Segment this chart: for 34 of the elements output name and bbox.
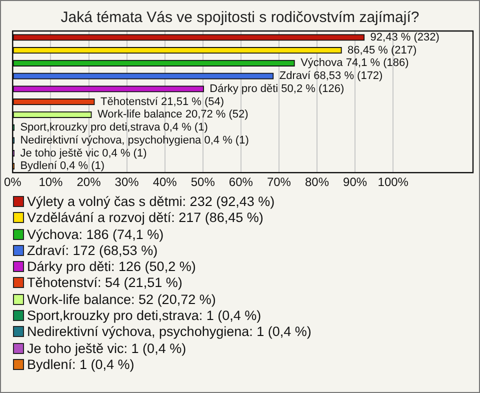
data-label: Je toho ještě vic 0,4 % (1) — [20, 147, 147, 160]
x-tick-label: 90% — [343, 175, 368, 190]
legend-label: Zdraví: 172 (68,53 %) — [26, 242, 159, 260]
legend-label: Bydlení: 1 (0,4 %) — [26, 356, 136, 374]
data-label: Work-life balance 20,72 % (52) — [98, 108, 248, 121]
x-tick-label: 20% — [76, 175, 102, 190]
data-label: Bydlení 0,4 % (1) — [20, 160, 105, 172]
data-label: Zdraví 68,53 % (172) — [279, 70, 383, 82]
legend-label: Těhotenství: 54 (21,51 %) — [26, 275, 184, 292]
data-label: Výchova 74,1 % (186) — [300, 57, 409, 70]
data-label: Dárky pro děti 50,2 % (126) — [210, 82, 344, 95]
x-tick-label: 40% — [152, 175, 178, 190]
data-label: Sport,krouzky pro deti,strava 0,4 % (1) — [20, 122, 208, 134]
x-tick-label: 60% — [228, 175, 254, 190]
data-label: Těhotenství 21,51 % (54) — [100, 96, 224, 108]
legend-label: Výchova: 186 (74,1 %) — [26, 226, 165, 243]
legend-label: Sport,krouzky pro deti,strava: 1 (0,4 %) — [26, 308, 262, 324]
data-label: 86,45 % (217) — [348, 44, 417, 56]
x-tick-label: 50% — [190, 175, 216, 190]
x-tick-label: 10% — [38, 175, 64, 190]
data-label: Nedirektivní výchova, psychohygiena 0,4 % (1) — [20, 134, 249, 146]
x-tick-label: 0% — [4, 175, 22, 190]
x-tick-label: 80% — [305, 175, 330, 190]
legend-label: Výlety a volný čas s dětmi: 232 (92,43 %) — [26, 194, 276, 210]
legend-label: Dárky pro děti: 126 (50,2 %) — [26, 259, 197, 276]
legend-label: Nedirektivní výchova, psychohygiena: 1 (0,4 %) — [26, 324, 312, 341]
chart-title: Jaká témata Vás ve spojitosti s rodičovstvím zajímají? — [60, 9, 420, 26]
x-tick-label: 70% — [266, 175, 292, 190]
legend-label: Work-life balance: 52 (20,72 %) — [26, 292, 217, 308]
x-tick-label: 30% — [114, 175, 140, 190]
data-label: 92,43 % (232) — [370, 31, 440, 44]
x-tick-label: 100% — [378, 175, 409, 190]
legend-label: Je toho ještě vic: 1 (0,4 %) — [26, 340, 188, 357]
legend-label: Vzdělávání a rozvoj dětí: 217 (86,45 %) — [26, 210, 264, 227]
